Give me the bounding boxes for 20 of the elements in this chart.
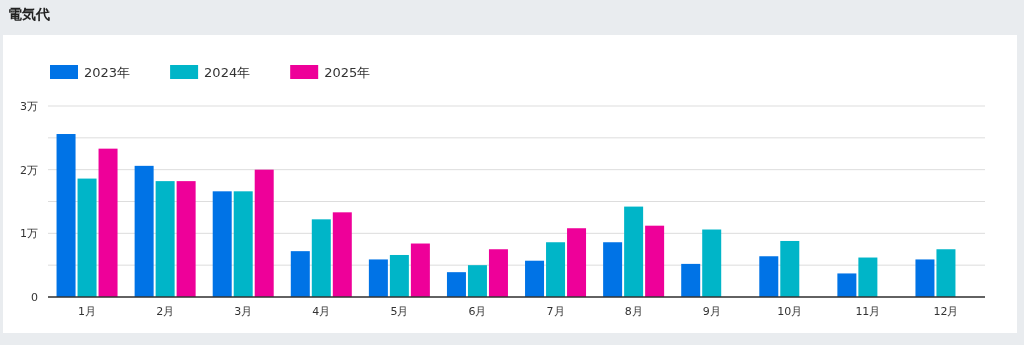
xtick: 10月 — [777, 305, 803, 318]
xtick: 6月 — [468, 305, 487, 318]
legend-label: 2025年 — [324, 65, 371, 80]
legend-label: 2023年 — [84, 65, 131, 80]
ytick: 0 — [31, 291, 38, 304]
xtick: 12月 — [933, 305, 959, 318]
xtick: 7月 — [546, 305, 565, 318]
ytick: 1万 — [20, 227, 38, 241]
legend-label: 2024年 — [204, 65, 251, 80]
xtick: 2月 — [156, 305, 175, 318]
xtick: 1月 — [78, 305, 97, 318]
ytick: 2万 — [20, 163, 38, 177]
xtick: 9月 — [702, 305, 721, 318]
title: 電気代 — [8, 6, 50, 22]
ytick: 3万 — [20, 100, 38, 113]
xtick: 3月 — [234, 305, 253, 318]
xtick: 8月 — [624, 305, 643, 318]
xtick: 5月 — [390, 305, 409, 318]
xtick: 11月 — [855, 305, 881, 318]
xtick: 4月 — [312, 305, 331, 318]
